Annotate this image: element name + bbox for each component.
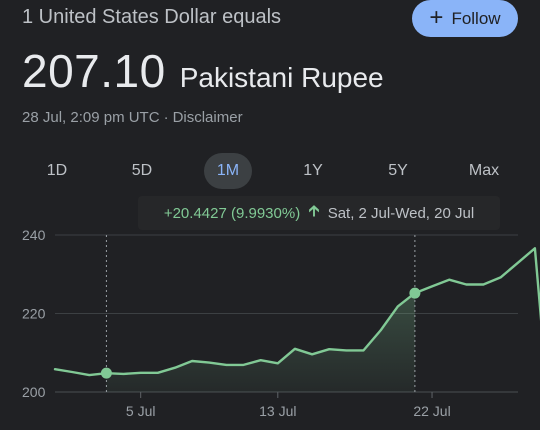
y-tick-label: 200	[22, 384, 46, 400]
y-tick-label: 240	[22, 227, 46, 243]
range-selector: 1D 5D 1M 1Y 5Y Max	[0, 153, 540, 189]
timestamp-row: 28 Jul, 2:09 pm UTC · Disclaimer	[22, 109, 243, 126]
x-tick-label: 5 Jul	[126, 403, 156, 419]
follow-label: Follow	[451, 8, 501, 28]
follow-button[interactable]: + Follow	[412, 0, 518, 37]
plus-icon: +	[429, 3, 444, 31]
selection-area	[106, 293, 415, 392]
x-tick-label: 22 Jul	[413, 403, 450, 419]
y-tick-label: 220	[22, 306, 46, 322]
range-tab-1m[interactable]: 1M	[204, 153, 252, 189]
range-tab-1y[interactable]: 1Y	[303, 162, 323, 179]
selection-start-handle[interactable]	[100, 367, 112, 379]
range-tab-1d[interactable]: 1D	[46, 162, 68, 179]
header-line: 1 United States Dollar equals	[22, 6, 282, 28]
range-tab-5d[interactable]: 5D	[131, 162, 153, 179]
rate-currency: Pakistani Rupee	[179, 62, 384, 93]
period-range: Sat, 2 Jul-Wed, 20 Jul	[327, 204, 475, 222]
exchange-rate: 207.10 Pakistani Rupee	[22, 44, 384, 98]
selection-summary: +20.4427 (9.9930%) 🡱 Sat, 2 Jul-Wed, 20 …	[138, 196, 500, 230]
selection-end-handle[interactable]	[409, 287, 421, 299]
change-value: +20.4427 (9.9930%)	[163, 204, 301, 222]
price-line	[53, 247, 540, 377]
timestamp: 28 Jul, 2:09 pm UTC	[22, 109, 160, 126]
arrow-up-icon: 🡱	[308, 202, 320, 220]
rate-value: 207.10	[22, 45, 166, 97]
range-tab-max[interactable]: Max	[468, 162, 500, 179]
range-tab-5y[interactable]: 5Y	[388, 162, 408, 179]
disclaimer-link[interactable]: Disclaimer	[172, 109, 243, 126]
separator: ·	[163, 109, 169, 126]
x-tick-label: 13 Jul	[259, 403, 296, 419]
